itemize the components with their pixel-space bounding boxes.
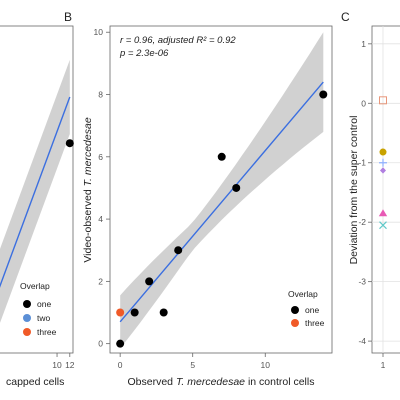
panel-b-point-6	[217, 152, 226, 161]
panel-c-point-5	[379, 221, 387, 230]
panel-b-y-tick-label-5: 10	[94, 27, 104, 37]
panel-b-point-3	[145, 277, 154, 286]
panel-c-letter: C	[341, 10, 350, 24]
panel-b-stat-line-2: p = 2.3e-06	[119, 48, 169, 59]
panel-c: C 1 0 -1 -2 -3 -4 1 Deviation from the super …	[341, 10, 400, 370]
panel-c-plot-area	[371, 25, 400, 354]
panel-b-point-5	[174, 246, 183, 255]
panel-b-x-tick-label-2: 10	[261, 360, 271, 370]
panel-c-y-tick-label-4: -3	[358, 277, 366, 287]
panel-a: 10 12 Overlap one two three capped cells	[0, 25, 75, 388]
panel-b-y-tick-label-0: 0	[98, 339, 103, 349]
panel-a-legend-label-one: one	[37, 299, 51, 309]
panel-b-y-tick-label-3: 6	[98, 152, 103, 162]
panel-a-x-ticks: 10 12	[52, 353, 75, 370]
panel-a-legend-swatch-two	[23, 314, 31, 322]
panel-b-point-1	[116, 308, 125, 317]
panel-b-legend-swatch-one	[291, 306, 299, 314]
panel-b-y-ticks: 0 2 4 6 8 10	[94, 27, 110, 349]
panel-a-fit-line	[0, 96, 71, 288]
panel-a-legend-label-three: three	[37, 327, 57, 337]
panel-b-y-title-species: T. mercedesae	[82, 117, 94, 186]
panel-b-legend-title: Overlap	[288, 289, 318, 299]
panel-c-y-tick-label-3: -2	[358, 217, 366, 227]
panel-b-point-4	[159, 308, 168, 317]
panel-c-point-4	[378, 209, 388, 217]
panel-c-y-tick-label-5: -4	[358, 336, 366, 346]
panel-a-x-tick-label-0: 10	[52, 360, 62, 370]
panel-b-letter: B	[64, 10, 72, 24]
panel-a-legend: Overlap one two three	[20, 281, 57, 337]
panel-b-point-7	[232, 183, 241, 192]
panel-b-y-axis-title: Video-observed T. mercedesae	[82, 117, 94, 263]
panel-b-legend-label-one: one	[305, 305, 319, 315]
panel-c-point-2	[379, 158, 387, 167]
panel-c-point-1	[379, 148, 387, 156]
panel-b-legend-label-three: three	[305, 318, 325, 328]
panel-c-point-3	[380, 167, 386, 174]
panel-c-y-ticks: 1 0 -1 -2 -3 -4	[358, 39, 372, 346]
panel-b-x-title-post: in control cells	[245, 376, 314, 388]
panel-c-y-tick-label-0: 1	[361, 39, 366, 49]
panel-c-y-axis-title: Deviation from the super control	[348, 116, 360, 265]
panel-b: B 0 5 10 0 2 4 6 8 10 Overlap one three r = 0.96,…	[64, 10, 333, 388]
panel-b-legend: Overlap one three	[288, 289, 325, 328]
panel-b-y-tick-label-4: 8	[98, 90, 103, 100]
panel-b-x-axis-title: Observed T. mercedesae in control cells	[128, 376, 315, 388]
panel-c-x-ticks: 1	[381, 353, 386, 370]
panel-a-points	[65, 139, 74, 148]
panel-b-y-tick-label-1: 2	[98, 276, 103, 286]
panel-c-points	[378, 96, 388, 230]
panel-b-legend-swatch-three	[291, 319, 299, 327]
panel-a-legend-swatch-one	[23, 300, 31, 308]
panel-b-x-title-pre: Observed	[128, 376, 176, 388]
panel-a-legend-title: Overlap	[20, 281, 50, 291]
panel-c-y-tick-label-2: -1	[358, 158, 366, 168]
panel-b-y-title-pre: Video-observed	[82, 186, 94, 262]
panel-a-x-axis-title: capped cells	[6, 376, 64, 388]
panel-b-point-8	[319, 90, 328, 99]
panel-a-legend-label-two: two	[37, 313, 51, 323]
panel-b-confidence-band	[120, 32, 324, 349]
panel-a-legend-swatch-three	[23, 328, 31, 336]
panel-b-point-0	[116, 339, 125, 348]
panel-b-x-title-species: T. mercedesae	[176, 376, 245, 388]
panel-b-x-tick-label-0: 0	[118, 360, 123, 370]
panel-c-x-tick-label-0: 1	[381, 360, 386, 370]
panel-b-point-2	[130, 308, 139, 317]
panel-c-point-0	[379, 96, 387, 105]
panel-b-y-tick-label-2: 4	[98, 214, 103, 224]
panel-b-x-ticks: 0 5 10	[118, 353, 270, 370]
panel-c-y-tick-label-1: 0	[361, 98, 366, 108]
panel-a-point-0	[65, 139, 74, 148]
panel-b-fit-line	[119, 81, 324, 323]
panel-a-x-tick-label-1: 12	[65, 360, 75, 370]
panel-b-stat-line-1: r = 0.96, adjusted R² = 0.92	[120, 35, 236, 46]
panel-b-points	[116, 90, 328, 348]
panel-b-x-tick-label-1: 5	[190, 360, 195, 370]
